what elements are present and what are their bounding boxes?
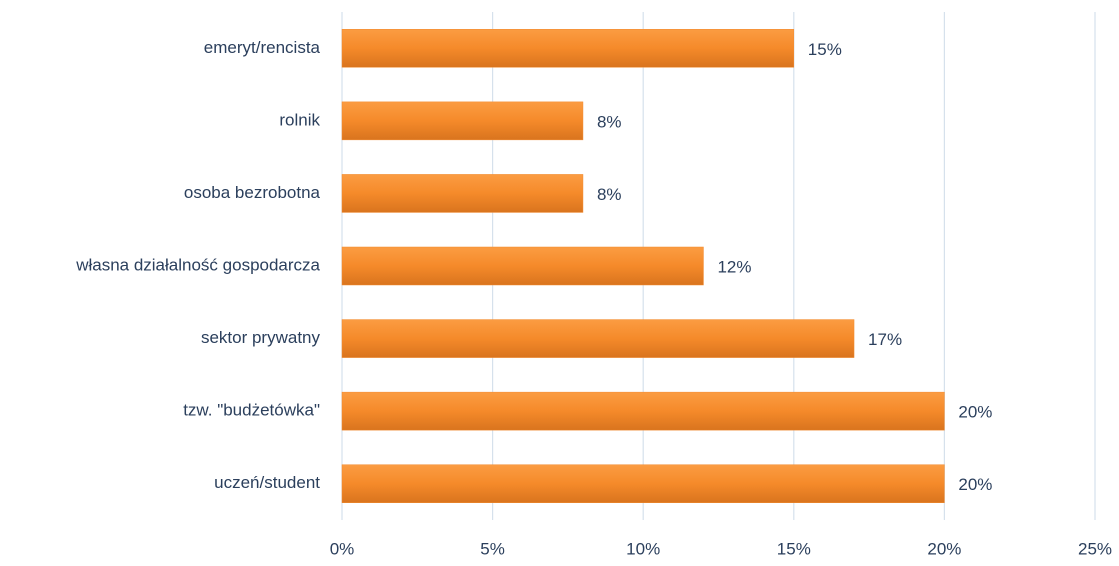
data-label: 15% xyxy=(808,40,842,59)
data-label: 8% xyxy=(597,112,622,131)
y-tick-label: sektor prywatny xyxy=(201,328,321,347)
data-label: 20% xyxy=(958,403,992,422)
bar xyxy=(341,101,584,141)
y-tick-label: emeryt/rencista xyxy=(204,38,321,57)
bar xyxy=(341,391,945,431)
y-tick-label: tzw. "budżetówka" xyxy=(183,401,320,420)
bar xyxy=(341,319,855,358)
x-tick-label: 10% xyxy=(626,539,660,558)
bar xyxy=(341,246,704,286)
y-tick-label: rolnik xyxy=(279,110,320,129)
x-tick-label: 0% xyxy=(330,539,355,558)
data-label: 20% xyxy=(958,475,992,494)
y-tick-label: własna działalność gospodarcza xyxy=(75,255,320,274)
data-label: 12% xyxy=(717,257,751,276)
bar xyxy=(341,29,795,68)
x-tick-label: 15% xyxy=(777,539,811,558)
y-tick-label: uczeń/student xyxy=(214,473,320,492)
bar xyxy=(341,464,945,503)
data-label: 8% xyxy=(597,185,622,204)
y-tick-label: osoba bezrobotna xyxy=(184,183,321,202)
x-tick-label: 20% xyxy=(927,539,961,558)
data-label: 17% xyxy=(868,330,902,349)
x-tick-label: 25% xyxy=(1078,539,1112,558)
bar xyxy=(341,174,584,213)
x-tick-label: 5% xyxy=(480,539,505,558)
